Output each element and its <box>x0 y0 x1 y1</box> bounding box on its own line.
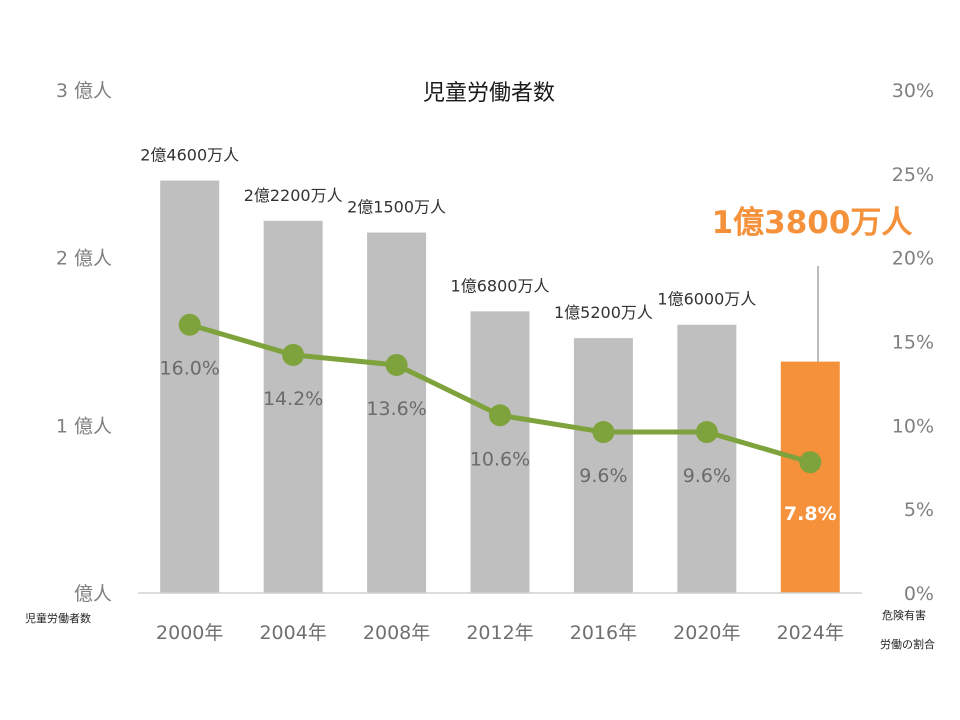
bar <box>780 361 840 593</box>
right-tick-label: 25% <box>892 164 934 186</box>
line-value-label: 16.0% <box>160 358 220 380</box>
bar-value-label: 2億2200万人 <box>244 186 343 205</box>
right-tick-label: 20% <box>892 248 934 270</box>
callout: 1億3800万人 <box>712 205 913 362</box>
line-value-label: 9.6% <box>579 465 627 487</box>
bar-value-label: 2億4600万人 <box>140 146 239 165</box>
x-tick-label: 2012年 <box>466 622 533 644</box>
right-tick-label: 0% <box>904 583 934 605</box>
chart-title: 児童労働者数 <box>423 81 555 106</box>
line-value-label: 13.6% <box>366 398 426 420</box>
bar <box>263 220 323 593</box>
left-axis-name: 児童労働者数 <box>25 611 91 625</box>
right-axis-ticks: 0% 5% 10% 15% 20% 25% 30% <box>892 80 934 605</box>
line-point <box>282 343 305 366</box>
right-tick-label: 5% <box>904 499 934 521</box>
right-tick-label: 15% <box>892 332 934 354</box>
bar <box>160 180 220 594</box>
bar-value-label: 2億1500万人 <box>347 198 446 217</box>
line-point <box>592 421 615 444</box>
x-tick-label: 2000年 <box>156 622 223 644</box>
callout-label: 1億3800万人 <box>712 205 913 241</box>
bar-value-label: 1億5200万人 <box>554 303 653 322</box>
x-axis-ticks: 2000年 2004年 2008年 2012年 2016年 2020年 2024年 <box>156 622 844 644</box>
left-axis-ticks: 億人 1 億人 2 億人 3 億人 <box>56 80 112 605</box>
line-value-label: 7.8% <box>784 503 837 525</box>
x-tick-label: 2024年 <box>777 622 844 644</box>
line-point <box>695 421 718 444</box>
left-tick-label: 億人 <box>74 583 112 605</box>
left-tick-label: 1 億人 <box>56 415 112 437</box>
line-point <box>178 313 201 336</box>
x-tick-label: 2008年 <box>363 622 430 644</box>
line-point <box>489 404 511 427</box>
line-point <box>799 451 822 474</box>
line-value-label: 14.2% <box>263 388 323 410</box>
right-tick-label: 30% <box>892 80 934 102</box>
line-value-label: 9.6% <box>683 465 731 487</box>
line-point <box>385 353 408 376</box>
x-tick-label: 2004年 <box>259 622 326 644</box>
bar <box>367 232 427 593</box>
bar-series <box>160 180 840 594</box>
x-tick-label: 2020年 <box>673 622 740 644</box>
bar-value-label: 1億6800万人 <box>451 276 550 295</box>
left-tick-label: 2 億人 <box>56 248 112 270</box>
line-value-labels: 16.0% 14.2% 13.6% 10.6% 9.6% 9.6% 7.8% <box>160 358 837 525</box>
bar <box>470 311 530 593</box>
bar <box>573 338 633 593</box>
x-tick-label: 2016年 <box>570 622 637 644</box>
bar <box>677 324 737 593</box>
bar-value-label: 1億6000万人 <box>657 290 756 309</box>
right-axis-name-line-1: 危険有害 <box>882 608 926 622</box>
right-axis-name-line-2: 労働の割合 <box>880 637 935 651</box>
right-tick-label: 10% <box>892 415 934 437</box>
left-tick-label: 3 億人 <box>56 80 112 102</box>
line-value-label: 10.6% <box>470 448 530 470</box>
line-series <box>178 313 822 474</box>
